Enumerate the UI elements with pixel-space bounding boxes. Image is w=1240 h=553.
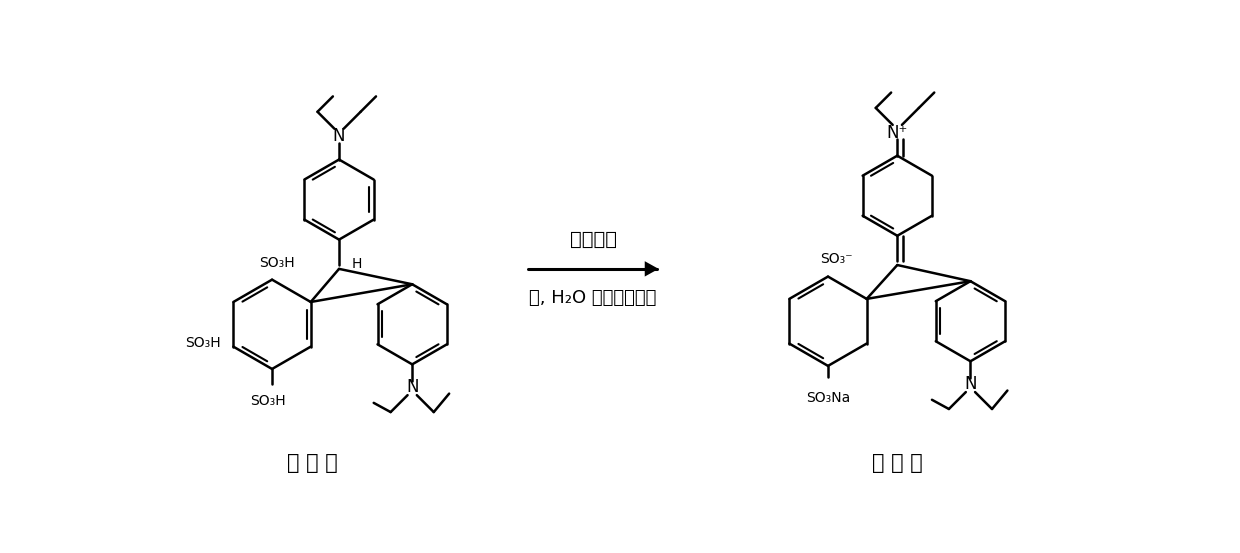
Text: SO₃Na: SO₃Na bbox=[806, 390, 851, 405]
Text: SO₃H: SO₃H bbox=[259, 255, 294, 270]
Text: SO₃⁻: SO₃⁻ bbox=[820, 252, 853, 266]
Text: N⁺: N⁺ bbox=[887, 123, 908, 142]
Text: 异 硫 蓝: 异 硫 蓝 bbox=[872, 453, 923, 473]
Text: 酸, H₂O 或者混合溶剂: 酸, H₂O 或者混合溶剂 bbox=[529, 289, 657, 307]
Polygon shape bbox=[645, 261, 658, 276]
Text: N: N bbox=[332, 127, 345, 145]
Text: SO₃H: SO₃H bbox=[250, 394, 286, 408]
Text: 酸 性 蓝: 酸 性 蓝 bbox=[286, 453, 337, 473]
Text: H: H bbox=[351, 257, 362, 272]
Text: 四价铈盐: 四价铈盐 bbox=[569, 230, 616, 249]
Text: SO₃H: SO₃H bbox=[185, 336, 221, 350]
Text: N: N bbox=[965, 375, 977, 393]
Text: N: N bbox=[405, 378, 418, 397]
